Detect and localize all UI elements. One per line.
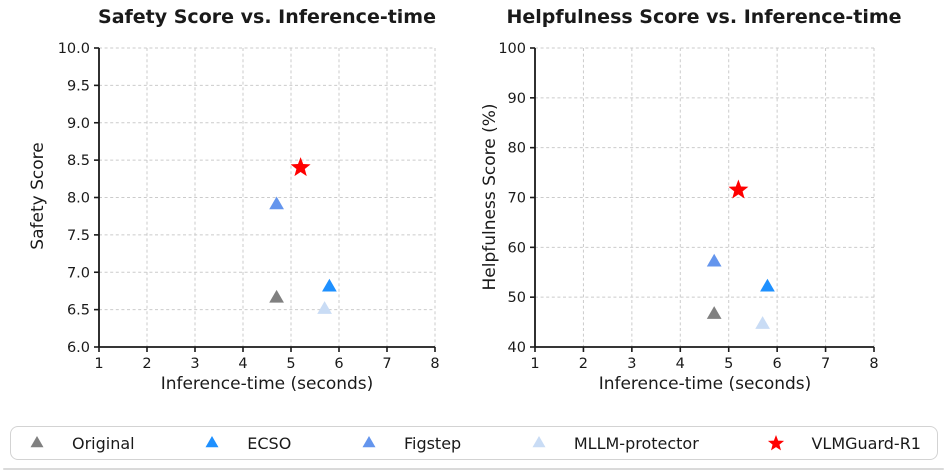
triangle-icon (532, 436, 546, 448)
y-tick-label: 9.0 (67, 116, 90, 132)
legend-label: Figstep (403, 433, 462, 453)
legend-marker-shape (532, 436, 546, 448)
point-Original (269, 289, 284, 303)
y-tick-label: 8.5 (67, 153, 90, 169)
x-tick-label: 1 (94, 356, 103, 372)
safety-x-axis-label: Inference-time (seconds) (160, 374, 374, 394)
legend-label: Original (72, 433, 135, 453)
x-tick-label: 3 (627, 356, 636, 372)
legend-label: ECSO (247, 433, 292, 453)
legend-label: VLMGuard-R1 (811, 433, 921, 453)
y-tick-label: 100 (498, 41, 526, 57)
helpfulness-x-axis-label: Inference-time (seconds) (598, 374, 812, 394)
x-tick-label: 6 (334, 356, 343, 372)
star-icon (768, 435, 785, 451)
point-VLMGuard-R1 (728, 179, 749, 199)
bottom-divider (3, 468, 944, 470)
x-tick-label: 5 (286, 356, 295, 372)
x-tick-label: 2 (579, 356, 588, 372)
legend-marker-shape (362, 436, 376, 448)
point-MLLM-protector (755, 316, 770, 329)
helpfulness-plot-svg: 1 2 3 4 5 6 7 8 40 50 60 70 80 90 100 (498, 41, 878, 372)
legend: Original ECSO Figstep MLLM-protector VLMGuar… (10, 426, 938, 460)
legend-item-Figstep: Figstep (359, 434, 461, 453)
legend-item-MLLM-protector: MLLM-protector (529, 434, 699, 453)
triangle-icon (30, 436, 44, 448)
helpfulness-chart-title: Helpfulness Score vs. Inference-time (506, 6, 902, 28)
x-tick-label: 7 (821, 356, 830, 372)
point-VLMGuard-R1 (290, 157, 311, 177)
legend-marker-shape (205, 436, 219, 448)
y-tick-label: 70 (508, 191, 526, 207)
x-tick-label: 3 (190, 356, 199, 372)
legend-label: MLLM-protector (573, 433, 699, 453)
triangle-icon (362, 436, 376, 448)
point-Figstep (706, 253, 722, 267)
legend-marker-shape (768, 435, 785, 451)
x-tick-label: 7 (382, 356, 391, 372)
x-tick-label: 6 (773, 356, 782, 372)
y-tick-label: 90 (508, 91, 526, 107)
y-tick-label: 6.5 (67, 303, 90, 319)
y-tick-label: 8.0 (67, 191, 90, 207)
point-Figstep (269, 196, 284, 210)
triangle-icon (205, 436, 219, 448)
x-tick-label: 4 (676, 356, 685, 372)
x-tick-label: 8 (430, 356, 439, 372)
y-tick-label: 50 (508, 290, 526, 306)
point-ECSO (760, 278, 775, 292)
point-Original (706, 306, 722, 319)
legend-item-Original: Original (27, 434, 135, 453)
safety-chart-title: Safety Score vs. Inference-time (98, 6, 436, 28)
safety-plot-svg: 1 2 3 4 5 6 7 8 6.0 6.5 7.0 7.5 8.0 8.5 9.0 9.5 10.0 (58, 41, 440, 372)
x-tick-label: 1 (530, 356, 539, 372)
x-tick-label: 4 (238, 356, 247, 372)
y-tick-label: 60 (508, 240, 526, 256)
y-tick-label: 9.5 (67, 78, 90, 94)
y-tick-label: 6.0 (67, 340, 90, 356)
legend-marker-shape (30, 436, 44, 448)
x-tick-label: 2 (142, 356, 151, 372)
y-tick-label: 7.5 (67, 228, 90, 244)
legend-item-ECSO: ECSO (202, 434, 291, 453)
x-tick-label: 8 (869, 356, 878, 372)
point-ECSO (322, 278, 337, 292)
y-tick-label: 10.0 (58, 41, 90, 57)
point-MLLM-protector (317, 301, 332, 314)
y-tick-label: 7.0 (67, 265, 90, 281)
x-tick-label: 5 (724, 356, 733, 372)
legend-item-VLMGuard-R1: VLMGuard-R1 (766, 434, 921, 453)
y-tick-label: 40 (508, 340, 526, 356)
y-tick-label: 80 (508, 141, 526, 157)
